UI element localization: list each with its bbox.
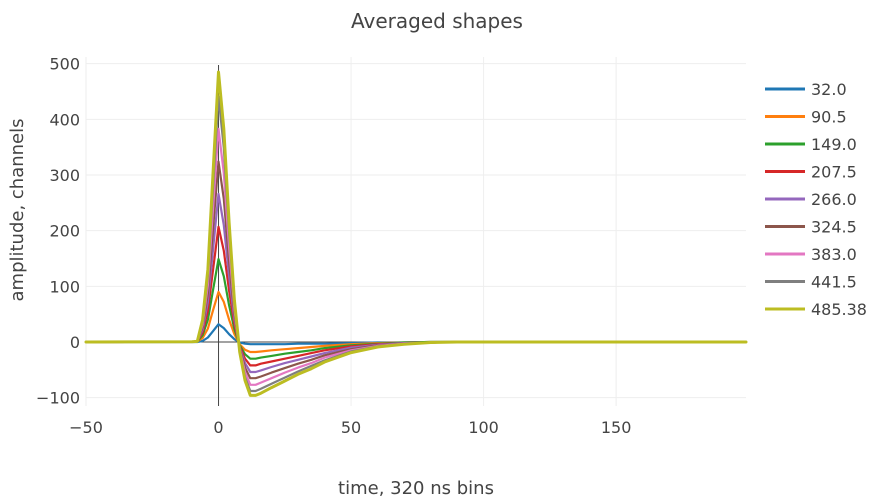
x-tick-label: 50 <box>341 418 361 437</box>
x-tick-label: 0 <box>213 418 223 437</box>
legend[interactable]: 32.0 90.5 149.0 207.5 266.0 324.5 383.0 441.5 48… <box>765 80 867 319</box>
legend-item[interactable]: 441.5 <box>765 273 857 292</box>
legend-item[interactable]: 207.5 <box>765 163 857 182</box>
legend-item[interactable]: 324.5 <box>765 218 857 237</box>
series-lines <box>84 70 748 397</box>
legend-item[interactable]: 266.0 <box>765 190 857 209</box>
legend-label: 324.5 <box>811 218 857 237</box>
legend-label: 485.38 <box>811 300 867 319</box>
x-tick-label: 100 <box>468 418 499 437</box>
y-tick-label: 300 <box>49 166 80 185</box>
x-tick-label: −50 <box>69 418 103 437</box>
y-tick-label: −100 <box>36 389 80 408</box>
gridlines <box>85 57 746 406</box>
y-tick-label: 100 <box>49 277 80 296</box>
legend-item[interactable]: 485.38 <box>765 300 867 319</box>
y-tick-label: 0 <box>70 333 80 352</box>
legend-label: 207.5 <box>811 163 857 182</box>
x-axis-title: time, 320 ns bins <box>338 478 494 499</box>
legend-label: 383.0 <box>811 245 857 264</box>
legend-label: 32.0 <box>811 80 847 99</box>
legend-item[interactable]: 90.5 <box>765 108 847 127</box>
legend-label: 441.5 <box>811 273 857 292</box>
y-tick-label: 400 <box>49 110 80 129</box>
y-axis-title: amplitude, channels <box>7 118 28 301</box>
y-tick-label: 200 <box>49 222 80 241</box>
legend-label: 266.0 <box>811 190 857 209</box>
tick-labels: −50 0 50 100 150 −100 0 100 200 300 400 500 <box>36 55 631 437</box>
x-tick-label: 150 <box>601 418 632 437</box>
legend-item[interactable]: 383.0 <box>765 245 857 264</box>
y-tick-label: 500 <box>49 55 80 74</box>
legend-item[interactable]: 32.0 <box>765 80 847 99</box>
chart-title: Averaged shapes <box>351 9 523 33</box>
legend-label: 90.5 <box>811 108 847 127</box>
legend-label: 149.0 <box>811 135 857 154</box>
legend-item[interactable]: 149.0 <box>765 135 857 154</box>
series-line-485-38 <box>84 70 748 397</box>
